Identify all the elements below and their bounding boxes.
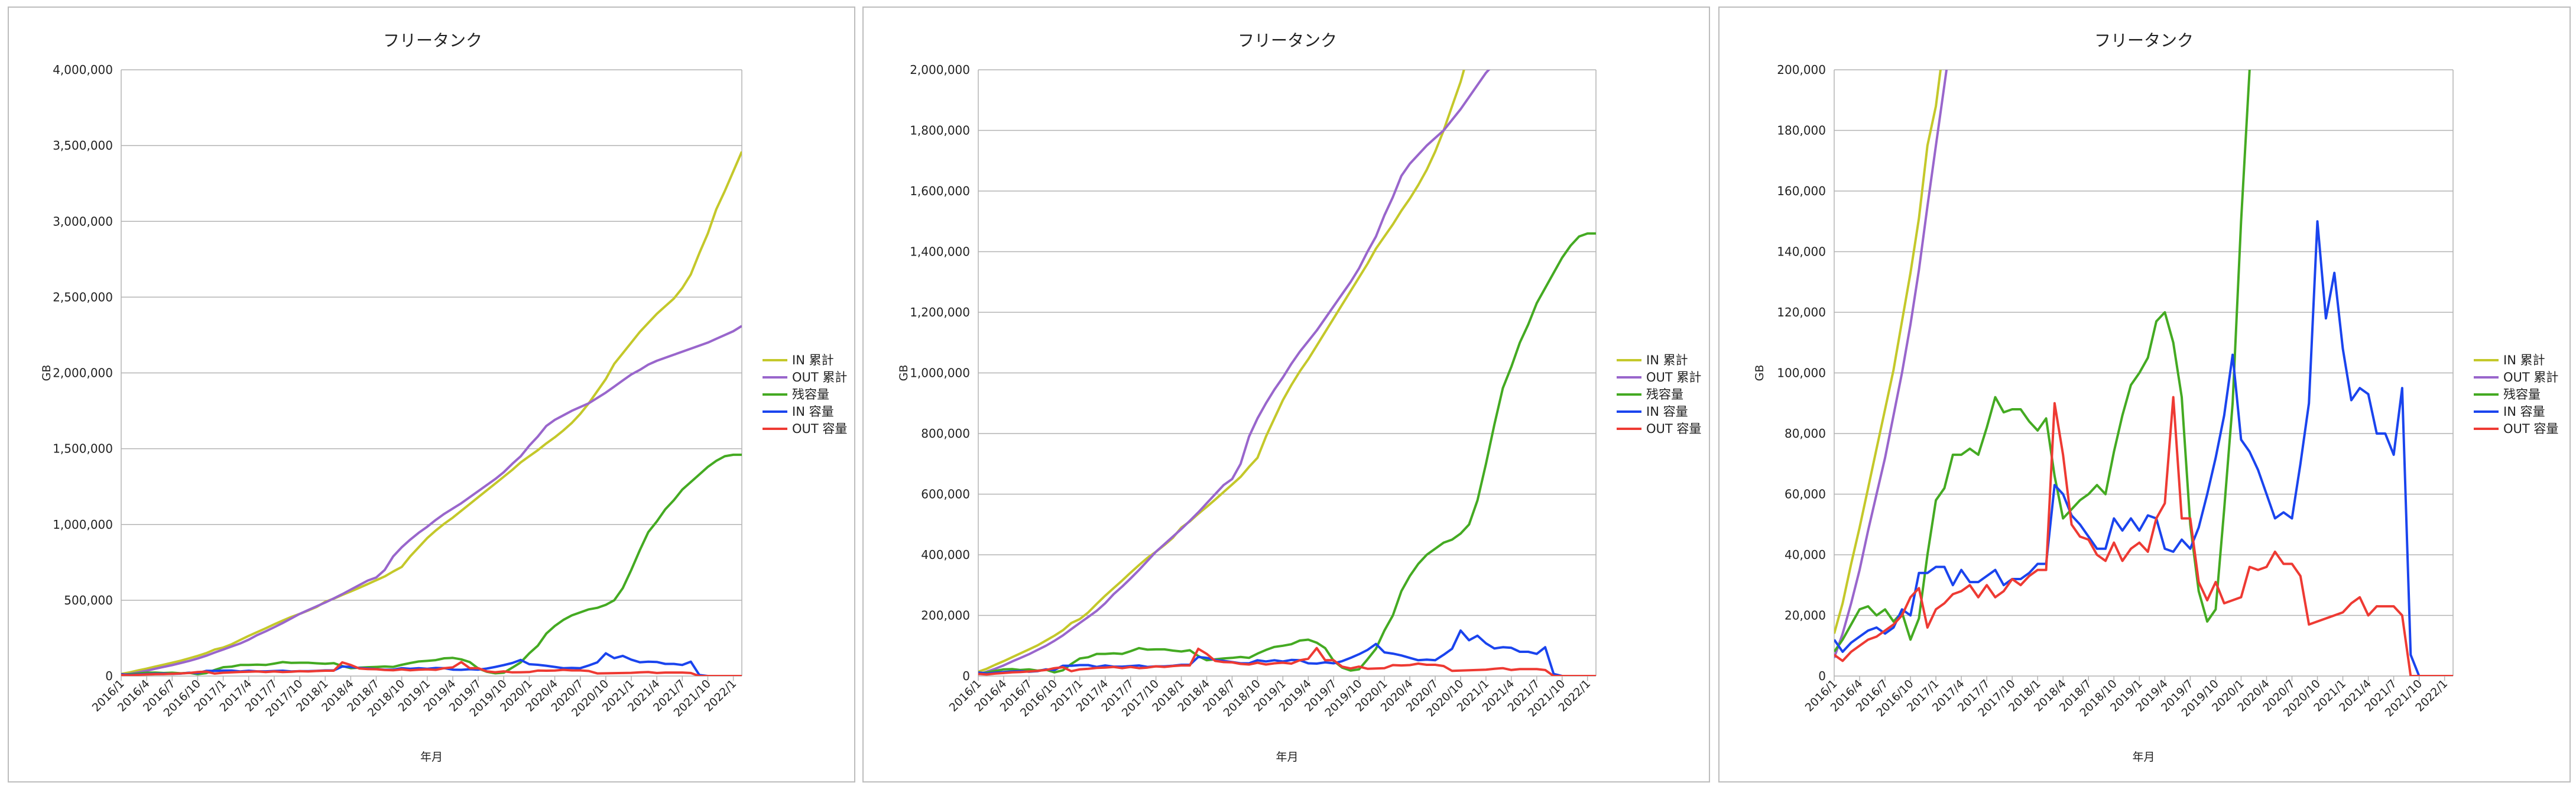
series-line: [1834, 70, 1942, 634]
series-line: [121, 661, 742, 676]
y-axis-label: GB: [40, 365, 53, 381]
x-axis-label: 年月: [420, 751, 443, 764]
y-axis-label: GB: [897, 365, 910, 381]
y-tick-label: 3,500,000: [53, 138, 113, 153]
legend-label: 残容量: [2503, 387, 2541, 402]
chart-panel-1: 0 500,000 1,000,000 1,500,000 2,000,000 2,500…: [8, 7, 855, 782]
legend-label: IN 累計: [1646, 353, 1688, 367]
y-tick-label: 200,000: [921, 609, 970, 623]
y-tick-label: 2,000,000: [910, 63, 970, 77]
legend-label: IN 容量: [792, 405, 834, 419]
legend-label: OUT 累計: [2503, 370, 2558, 384]
y-tick-label: 2,500,000: [53, 290, 113, 304]
y-tick-label: 160,000: [1777, 184, 1826, 198]
chart-frame: [1718, 7, 2571, 782]
series-line: [1834, 396, 2453, 676]
x-axis-label: 年月: [1276, 751, 1298, 764]
y-tick-label: 1,000,000: [53, 518, 113, 532]
y-tick-label: 500,000: [64, 593, 113, 607]
series-line: [978, 646, 1596, 676]
series-line: [978, 70, 1465, 673]
y-tick-label: 3,000,000: [53, 214, 113, 228]
y-axis-label: GB: [1753, 365, 1766, 381]
series-line: [1834, 220, 2453, 676]
y-tick-label: 60,000: [1785, 487, 1826, 502]
y-tick-label: 1,200,000: [910, 305, 970, 319]
chart-panel-2: 0 200,000 400,000 600,000 800,000 1,000,000 1,…: [862, 7, 1710, 782]
legend-label: IN 容量: [2503, 405, 2545, 419]
series-line: [121, 151, 742, 675]
series-line: [1834, 70, 2251, 653]
y-tick-label: 1,400,000: [910, 245, 970, 259]
legend-label: 残容量: [1646, 387, 1683, 402]
legend-label: OUT 容量: [2503, 422, 2558, 436]
y-tick-label: 1,500,000: [53, 442, 113, 456]
legend-label: 残容量: [792, 387, 829, 402]
y-tick-label: 0: [962, 669, 970, 683]
y-tick-label: 0: [1818, 669, 1826, 683]
y-tick-label: 4,000,000: [53, 63, 113, 77]
chart-title: フリータンク: [383, 31, 482, 50]
legend-label: OUT 容量: [1646, 422, 1701, 436]
y-tick-label: 2,000,000: [53, 366, 113, 380]
legend-label: OUT 累計: [1646, 370, 1701, 384]
x-axis-label: 年月: [2132, 751, 2155, 764]
chart-title: フリータンク: [2094, 31, 2194, 50]
y-tick-label: 0: [105, 669, 113, 683]
y-tick-label: 600,000: [921, 487, 970, 502]
series-line: [978, 629, 1596, 676]
y-tick-label: 200,000: [1777, 63, 1826, 77]
y-tick-label: 20,000: [1785, 609, 1826, 623]
y-tick-label: 1,800,000: [910, 124, 970, 138]
series-line: [121, 325, 742, 676]
y-tick-label: 80,000: [1785, 426, 1826, 441]
legend-label: OUT 容量: [792, 422, 847, 436]
y-tick-label: 40,000: [1785, 548, 1826, 562]
y-tick-label: 180,000: [1777, 124, 1826, 138]
series-line: [121, 453, 742, 676]
y-tick-label: 1,000,000: [910, 366, 970, 380]
chart-panel-3: 0 20,000 40,000 60,000 80,000 100,000 120,000 1…: [1718, 7, 2571, 782]
series-line: [978, 232, 1596, 675]
legend-label: IN 累計: [792, 353, 834, 367]
series-line: [978, 70, 1491, 675]
legend-label: IN 容量: [1646, 405, 1688, 419]
chart-frame: [8, 7, 855, 782]
y-tick-label: 100,000: [1777, 366, 1826, 380]
y-tick-label: 800,000: [921, 426, 970, 441]
legend-label: OUT 累計: [792, 370, 847, 384]
y-tick-label: 1,600,000: [910, 184, 970, 198]
y-tick-label: 140,000: [1777, 245, 1826, 259]
y-tick-label: 400,000: [921, 548, 970, 562]
y-tick-label: 120,000: [1777, 305, 1826, 319]
series-line: [1834, 70, 1948, 658]
legend-label: IN 累計: [2503, 353, 2545, 367]
chart-title: フリータンク: [1238, 31, 1337, 50]
series-line: [121, 652, 742, 676]
